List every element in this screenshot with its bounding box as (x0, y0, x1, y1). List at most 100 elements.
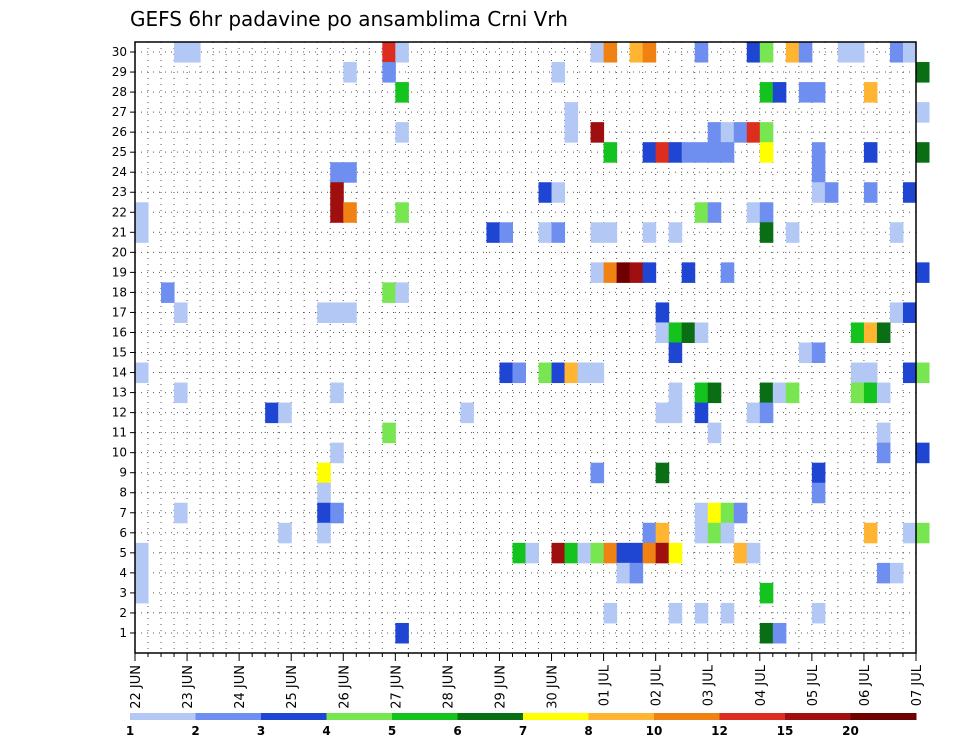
heatmap-cell (811, 482, 826, 504)
heatmap-cell (330, 182, 344, 203)
heatmap-cell (759, 122, 774, 143)
heatmap-cell (174, 42, 188, 63)
x-tick-label: 29 JUN (493, 665, 508, 709)
heatmap-cell (590, 262, 605, 283)
heatmap-cell (343, 162, 357, 183)
heatmap-cell (629, 42, 644, 63)
heatmap-cell (161, 282, 175, 303)
legend-swatch (588, 713, 655, 720)
heatmap-cell (317, 482, 331, 504)
heatmap-cell (512, 542, 526, 564)
heatmap-cell (824, 182, 839, 203)
x-tick-label: 24 JUN (233, 665, 248, 709)
heatmap-cell (564, 102, 579, 123)
heatmap-cell (330, 202, 344, 223)
heatmap-cell (382, 422, 396, 444)
heatmap-cell (759, 82, 774, 103)
heatmap-cell (603, 42, 618, 63)
legend-swatch (195, 713, 262, 720)
heatmap-cell (746, 122, 761, 143)
y-tick-label: 9 (119, 466, 127, 480)
heatmap-cell (629, 262, 644, 283)
legend-tick-label: 5 (388, 724, 396, 738)
heatmap-cell (564, 122, 579, 143)
x-tick-label: 05 JUL (806, 664, 821, 706)
heatmap-cell (876, 442, 891, 464)
heatmap-cell (317, 462, 331, 484)
heatmap-cell (694, 522, 709, 544)
heatmap-cell (590, 462, 605, 484)
legend-swatch (392, 713, 458, 720)
heatmap-cell (603, 222, 618, 243)
heatmap-cell (486, 222, 500, 243)
y-tick-label: 11 (112, 426, 127, 440)
heatmap-cell (135, 362, 149, 384)
heatmap-cell (668, 322, 683, 343)
heatmap-cell (668, 222, 683, 243)
heatmap-cell (603, 602, 618, 624)
heatmap-cell (902, 42, 917, 63)
heatmap-cell (811, 342, 826, 364)
heatmap-cell (759, 222, 774, 243)
heatmap-cell (317, 522, 331, 544)
heatmap-cell (655, 142, 670, 163)
heatmap-cell (395, 122, 409, 143)
heatmap-cell (616, 542, 631, 564)
heatmap-cell (642, 522, 657, 544)
heatmap-cell (876, 562, 891, 584)
heatmap-cell (759, 202, 774, 223)
heatmap-cell (343, 202, 357, 223)
heatmap-cell (785, 382, 800, 404)
heatmap-cell (785, 222, 800, 243)
heatmap-cell (720, 502, 735, 524)
heatmap-cell (707, 142, 722, 163)
heatmap-cell (603, 142, 618, 163)
heatmap-cell (876, 322, 891, 343)
legend-tick-label: 6 (453, 724, 461, 738)
y-tick-label: 21 (112, 225, 127, 239)
y-tick-label: 14 (112, 366, 127, 380)
heatmap-cell (681, 262, 696, 283)
heatmap-cell (902, 522, 917, 544)
x-tick-label: 25 JUN (285, 665, 300, 709)
heatmap-cell (720, 122, 735, 143)
heatmap-cell (876, 382, 891, 404)
heatmap-cell (916, 142, 930, 163)
heatmap-cell (668, 402, 683, 424)
heatmap-cell (590, 42, 605, 63)
heatmap-cell (590, 222, 605, 243)
heatmap-cell (707, 522, 722, 544)
heatmap-cell (135, 542, 149, 564)
y-tick-label: 10 (112, 446, 127, 460)
heatmap-cell (564, 542, 579, 564)
heatmap-cell (551, 62, 566, 83)
legend-swatch (654, 713, 720, 720)
heatmap-cell (330, 302, 344, 323)
heatmap-cell (811, 602, 826, 624)
heatmap-cell (629, 542, 644, 564)
y-tick-label: 23 (112, 185, 127, 199)
x-tick-label: 28 JUN (441, 665, 456, 709)
heatmap-cell (720, 142, 735, 163)
heatmap-cell (681, 322, 696, 343)
y-tick-label: 13 (112, 386, 127, 400)
heatmap-cell (746, 202, 761, 223)
x-tick-label: 04 JUL (754, 664, 769, 706)
y-tick-label: 26 (112, 125, 127, 139)
y-tick-label: 12 (112, 406, 127, 420)
heatmap-cell (174, 302, 188, 323)
heatmap-cell (798, 42, 813, 63)
heatmap-cell (382, 42, 396, 63)
y-tick-label: 15 (112, 346, 127, 360)
heatmap-cell (577, 362, 592, 384)
heatmap-cell (850, 362, 865, 384)
heatmap-cell (317, 302, 331, 323)
heatmap-cell (707, 122, 722, 143)
heatmap-cell (798, 342, 813, 364)
heatmap-cell (902, 362, 917, 384)
heatmap-cell (668, 342, 683, 364)
legend-tick-label: 1 (126, 724, 134, 738)
heatmap-cell (382, 62, 396, 83)
legend-tick-label: 10 (646, 724, 663, 738)
heatmap-cell (759, 142, 774, 163)
